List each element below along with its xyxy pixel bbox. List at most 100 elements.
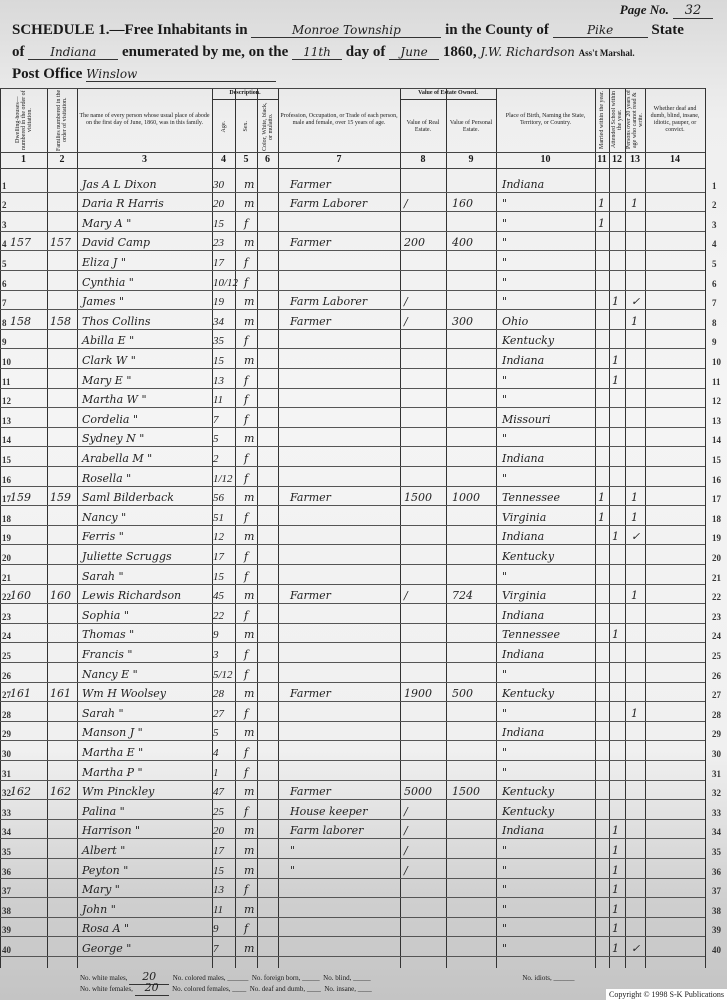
cell-birthplace: " — [502, 667, 508, 681]
column-rule — [257, 88, 258, 968]
cell-occupation: Farm Laborer — [290, 197, 368, 211]
cell-birthplace: Indiana — [502, 177, 545, 191]
column-header-12: Attended School within the year. — [609, 88, 625, 152]
cell-real: / — [404, 295, 408, 309]
cell-occupation: Farmer — [290, 687, 331, 701]
line-number-right: 35 — [712, 846, 721, 857]
cell-occupation: Farmer — [290, 491, 331, 505]
cell-age: 15 — [213, 570, 224, 583]
table-row: 26 26 Nancy E " 5/12 f " — [0, 662, 721, 683]
cell-sex: m — [244, 491, 255, 505]
page-label: Page No. — [619, 2, 669, 17]
column-rule — [625, 88, 626, 968]
marshal-label: Ass't Marshal. — [578, 48, 635, 58]
cell-name: Mary A " — [82, 216, 132, 230]
cell-name: Sydney N " — [82, 432, 145, 446]
cell-age: 28 — [213, 688, 224, 701]
cell-birthplace: " — [502, 197, 508, 211]
cell-birthplace: " — [502, 843, 508, 857]
cell-birthplace: Kentucky — [502, 785, 555, 799]
cell-birthplace: " — [502, 863, 508, 877]
line-number-right: 19 — [712, 533, 721, 544]
county-label: in the County of — [445, 22, 549, 38]
cell-family: 162 — [50, 785, 71, 799]
cell-age: 15 — [213, 217, 224, 230]
table-row: 16 16 Rosella " 1/12 f " — [0, 466, 721, 487]
cell-name: Martha W " — [82, 393, 147, 407]
cell-birthplace: " — [502, 706, 508, 720]
cell-c13: ✓ — [631, 530, 641, 544]
cell-birthplace: Indiana — [502, 353, 545, 367]
line-number-right: 30 — [712, 748, 721, 759]
cell-name: Martha P " — [82, 765, 143, 779]
cell-sex: f — [244, 451, 249, 465]
cell-occupation: Farmer — [290, 589, 331, 603]
cell-real: / — [404, 197, 408, 211]
line-number-left: 2 — [2, 200, 7, 211]
line-number-right: 24 — [712, 631, 721, 642]
column-title: Families numbered in the order of visita… — [56, 89, 68, 151]
line-number-right: 25 — [712, 650, 721, 661]
cell-age: 45 — [213, 590, 224, 603]
cell-age: 5/12 — [213, 668, 233, 681]
cell-real: / — [404, 843, 408, 857]
cell-real: 200 — [404, 236, 425, 250]
line-number-left: 29 — [2, 729, 11, 740]
cell-sex: f — [244, 706, 249, 720]
cell-age: 20 — [213, 825, 224, 838]
table-row: 19 19 Ferris " 12 m Indiana 1 ✓ — [0, 525, 721, 546]
column-number: 9 — [468, 154, 474, 165]
line-number-left: 28 — [2, 709, 11, 720]
cell-c13: 1 — [631, 510, 638, 524]
state-value: Indiana — [28, 45, 119, 60]
cell-birthplace: " — [502, 902, 508, 916]
cell-birthplace: " — [502, 471, 508, 485]
post-office-line: Post Office Winslow — [12, 66, 277, 83]
line-number-left: 14 — [2, 435, 11, 446]
column-rule — [278, 88, 279, 968]
line-number-right: 10 — [712, 356, 721, 367]
cell-c12: 1 — [612, 295, 619, 309]
cell-age: 30 — [213, 178, 224, 191]
enumeration-line: of Indiana enumerated by me, on the 11th… — [12, 44, 635, 61]
white-females-value: 20 — [134, 981, 169, 996]
cell-sex: m — [244, 353, 255, 367]
column-number: 7 — [336, 154, 342, 165]
line-number-left: 36 — [2, 866, 11, 877]
column-number: 8 — [420, 154, 426, 165]
cell-personal: 724 — [452, 589, 473, 603]
column-number: 6 — [265, 154, 270, 165]
line-number-right: 14 — [712, 435, 721, 446]
cell-sex: m — [244, 197, 255, 211]
cell-name: Clark W " — [82, 353, 136, 367]
column-title: The name of every person whose usual pla… — [79, 113, 210, 126]
line-number-right: 20 — [712, 552, 721, 563]
cell-personal: 160 — [452, 197, 473, 211]
line-number-right: 8 — [712, 317, 717, 328]
cell-sex: m — [244, 177, 255, 191]
table-row: 4 4 157 157 David Camp 23 m Farmer 200 400 " — [0, 231, 717, 252]
cell-occupation: " — [290, 863, 296, 877]
column-title: Dwelling-houses—numbered in the order of… — [14, 90, 33, 150]
line-number-left: 18 — [2, 513, 11, 524]
cell-birthplace: Indiana — [502, 824, 545, 838]
cell-c13: 1 — [631, 589, 638, 603]
line-number-right: 33 — [712, 807, 721, 818]
cell-c12: 1 — [612, 941, 619, 955]
cell-sex: f — [244, 510, 249, 524]
column-header-9: Value of Personal Estate. — [446, 101, 496, 152]
column-title: Attended School within the year. — [611, 91, 623, 149]
cell-c12: 1 — [612, 628, 619, 642]
line-number-right: 39 — [712, 925, 721, 936]
post-office-value: Winslow — [86, 67, 277, 82]
line-number-right: 34 — [712, 827, 721, 838]
cell-sex: f — [244, 275, 249, 289]
table-row: 9 9 Abilla E " 35 f Kentucky — [0, 329, 717, 350]
insane-label: No. insane, — [324, 985, 357, 993]
deaf-dumb-label: No. deaf and dumb, — [249, 985, 306, 993]
cell-personal: 300 — [452, 314, 473, 328]
column-rule — [446, 88, 447, 968]
cell-age: 17 — [213, 550, 224, 563]
cell-c12: 1 — [612, 373, 619, 387]
line-number-right: 26 — [712, 670, 721, 681]
